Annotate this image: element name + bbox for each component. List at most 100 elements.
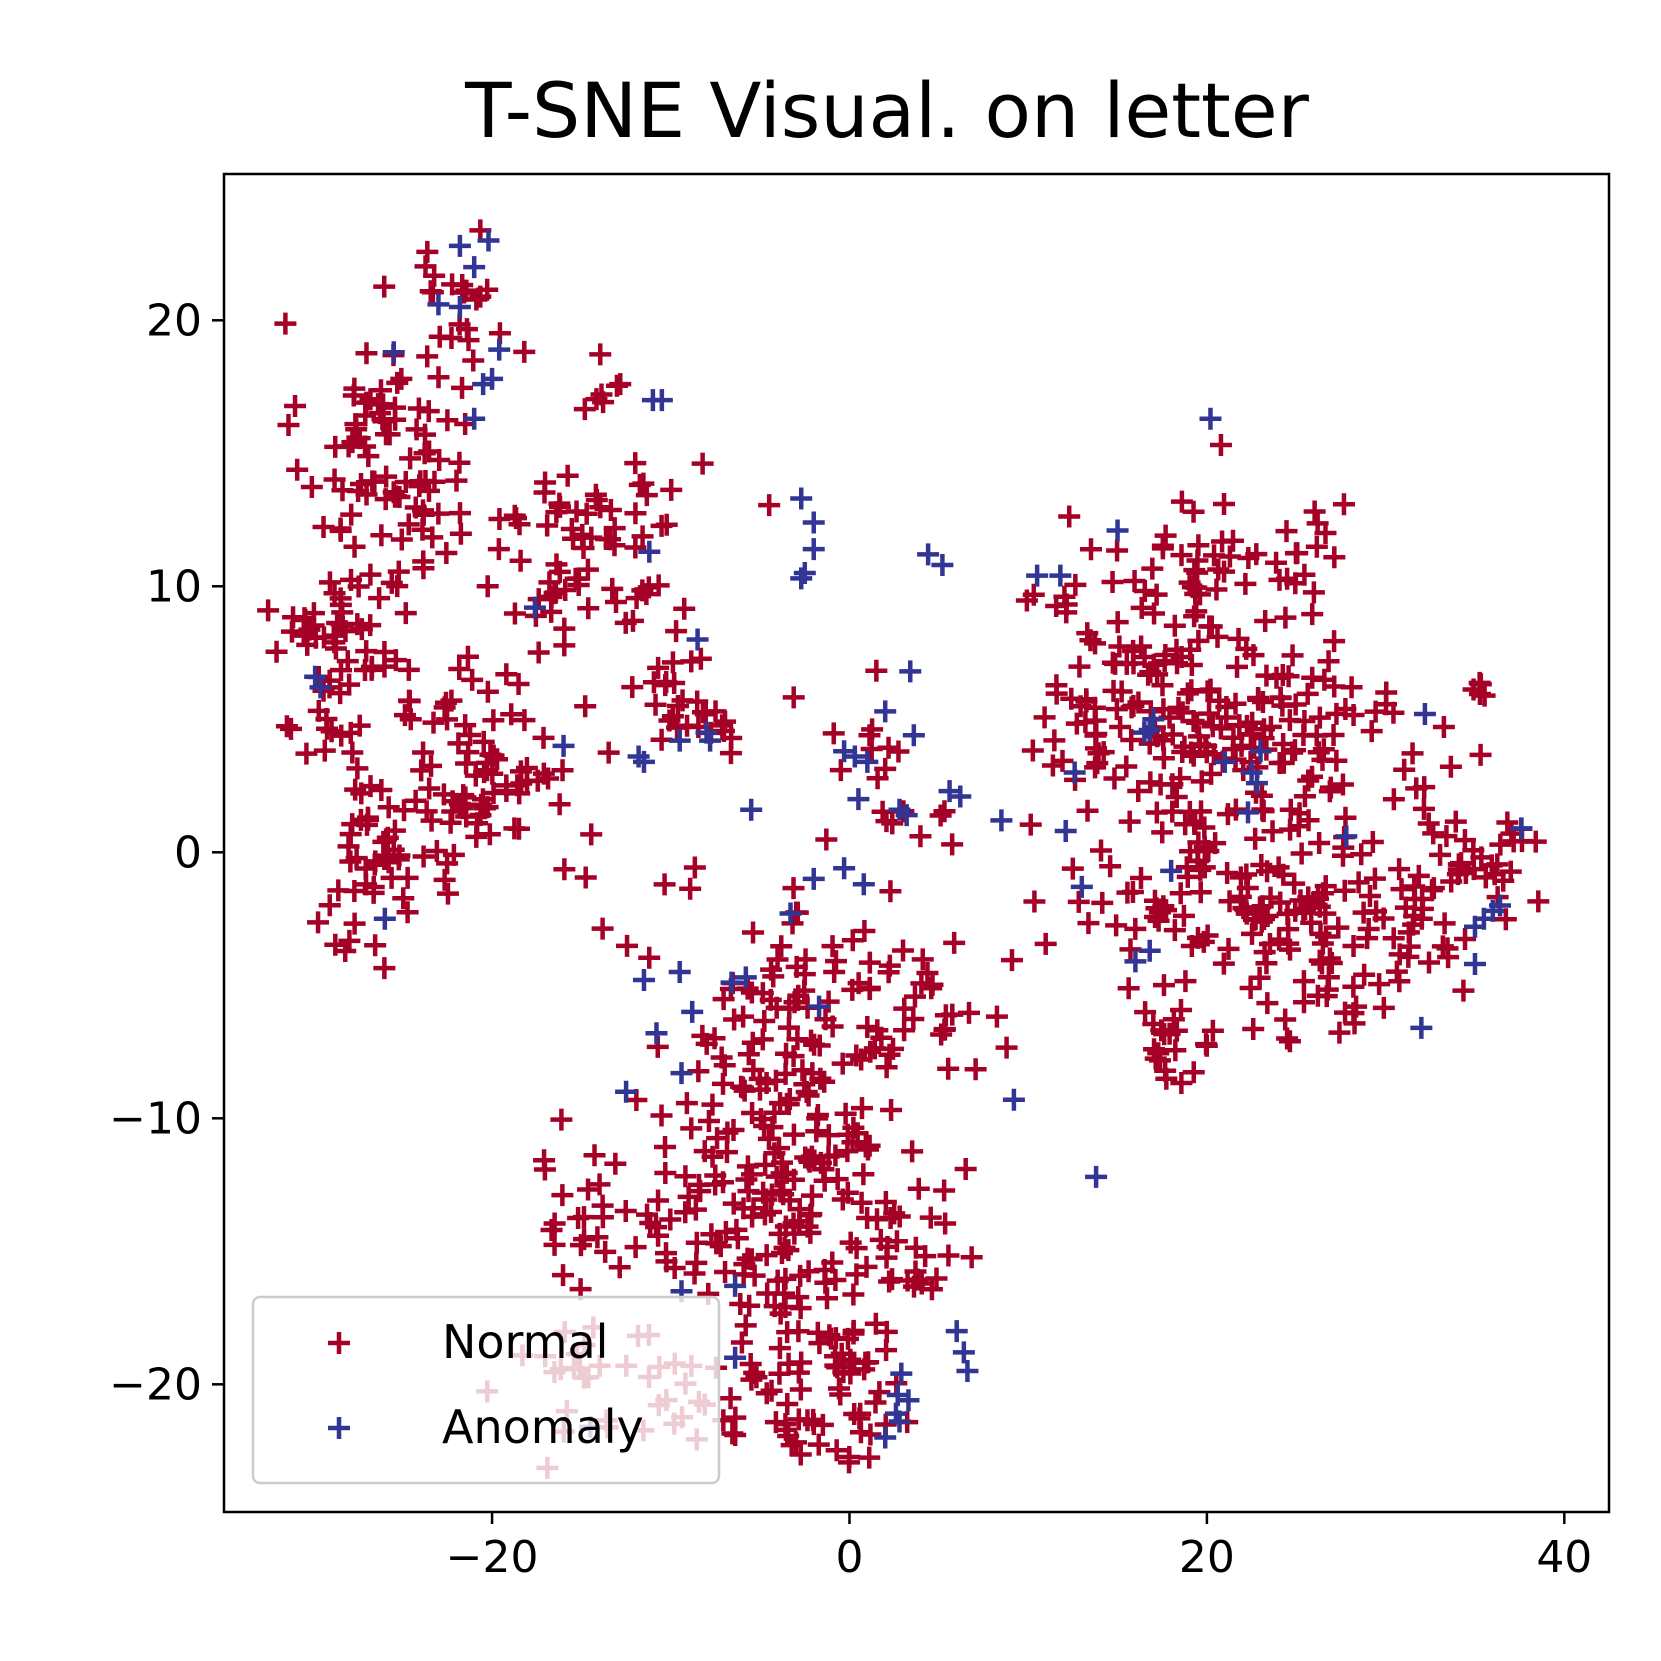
anomaly-point (808, 995, 831, 1018)
normal-point (1216, 861, 1239, 884)
normal-point (1101, 571, 1124, 594)
normal-point (462, 349, 485, 372)
normal-point (1314, 875, 1337, 898)
anomaly-point (724, 1346, 747, 1369)
normal-point (532, 726, 555, 749)
normal-point (800, 1203, 823, 1226)
normal-point (393, 799, 416, 822)
normal-point (1209, 433, 1232, 456)
normal-point (1142, 653, 1165, 676)
anomaly-point (668, 961, 691, 984)
anomaly-point (956, 1360, 979, 1383)
normal-point (1068, 655, 1091, 678)
normal-point (284, 395, 307, 418)
normal-point (782, 877, 805, 900)
normal-point (1186, 926, 1209, 949)
anomaly-point (847, 788, 870, 811)
normal-point (408, 475, 431, 498)
normal-point (513, 709, 536, 732)
normal-point (697, 1110, 720, 1133)
normal-point (765, 996, 788, 1019)
normal-point (875, 1056, 898, 1079)
normal-point (421, 526, 444, 549)
normal-point (1313, 668, 1336, 691)
normal-point (874, 757, 897, 780)
normal-point (1146, 663, 1169, 686)
normal-point (1454, 928, 1477, 951)
normal-point (798, 1150, 821, 1173)
x-tick-label: 40 (1536, 1532, 1592, 1583)
normal-point (850, 1048, 873, 1071)
normal-point (1171, 701, 1194, 724)
normal-point (737, 1043, 760, 1066)
anomaly-point (802, 867, 825, 890)
normal-point (753, 1115, 776, 1138)
normal-point (318, 571, 341, 594)
normal-point (1033, 706, 1056, 729)
normal-point (858, 1446, 881, 1469)
normal-point (364, 850, 387, 873)
normal-point (1444, 810, 1467, 833)
normal-point (887, 740, 910, 763)
normal-point (357, 445, 380, 468)
normal-point (806, 1107, 829, 1130)
normal-point (1323, 630, 1346, 653)
normal-point (577, 1178, 600, 1201)
anomaly-point (1213, 750, 1236, 773)
normal-point (1297, 769, 1320, 792)
normal-point (1076, 622, 1099, 645)
normal-point (549, 495, 572, 518)
normal-point (647, 1224, 670, 1247)
normal-point (461, 668, 484, 691)
normal-point (396, 901, 419, 924)
normal-point (1296, 682, 1319, 705)
normal-point (1019, 813, 1042, 836)
normal-point (903, 985, 926, 1008)
normal-point (417, 479, 440, 502)
anomaly-point (650, 389, 673, 412)
normal-point (394, 471, 417, 494)
normal-point (1195, 1034, 1218, 1057)
normal-point (376, 826, 399, 849)
normal-point (420, 809, 443, 832)
normal-point (556, 464, 579, 487)
normal-point (865, 659, 888, 682)
normal-point (1300, 911, 1323, 934)
normal-point (377, 796, 400, 819)
normal-point (420, 754, 443, 777)
normal-point (1437, 946, 1460, 969)
normal-point (1133, 579, 1156, 602)
normal-point (1151, 821, 1174, 844)
normal-point (1252, 718, 1275, 741)
normal-point (495, 774, 518, 797)
normal-point (709, 1235, 732, 1258)
normal-point (742, 1197, 765, 1220)
normal-point (1422, 877, 1445, 900)
normal-point (368, 587, 391, 610)
normal-point (595, 527, 618, 550)
normal-point (1170, 490, 1193, 513)
normal-point (1180, 679, 1203, 702)
normal-point (943, 931, 966, 954)
normal-point (1302, 891, 1325, 914)
normal-point (1115, 755, 1138, 778)
normal-point (742, 1058, 765, 1081)
normal-point (588, 1173, 611, 1196)
normal-point (1023, 890, 1046, 913)
normal-point (1170, 544, 1193, 567)
normal-point (456, 645, 479, 668)
normal-point (1015, 589, 1038, 612)
normal-point (1390, 878, 1413, 901)
normal-point (742, 921, 765, 944)
normal-point (1149, 773, 1172, 796)
normal-point (1281, 741, 1304, 764)
normal-point (329, 682, 352, 705)
normal-point (1129, 866, 1152, 889)
normal-point (503, 602, 526, 625)
normal-point (553, 617, 576, 640)
normal-point (1353, 963, 1376, 986)
normal-point (1193, 836, 1216, 859)
normal-point (789, 1264, 812, 1287)
normal-point (1215, 695, 1238, 718)
